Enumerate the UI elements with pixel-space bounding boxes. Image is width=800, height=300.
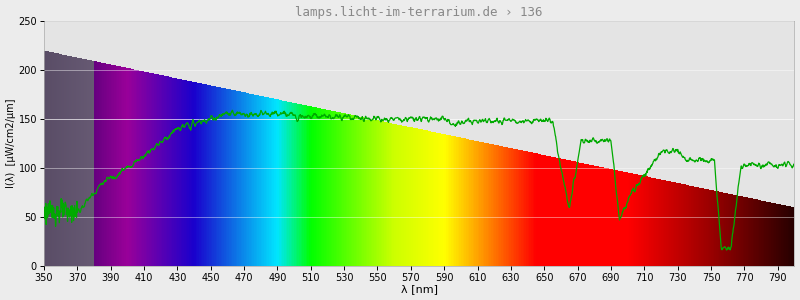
X-axis label: λ [nm]: λ [nm] [401,284,438,294]
Title: lamps.licht-im-terrarium.de › 136: lamps.licht-im-terrarium.de › 136 [295,6,543,19]
Y-axis label: I(λ)  [μW/cm2/μm]: I(λ) [μW/cm2/μm] [6,99,15,188]
